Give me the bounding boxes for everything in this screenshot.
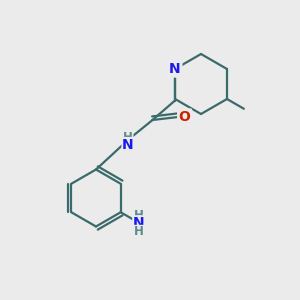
Text: O: O	[179, 110, 190, 124]
Text: H: H	[134, 225, 144, 239]
Text: N: N	[169, 62, 181, 76]
Text: N: N	[122, 138, 134, 152]
Text: H: H	[123, 130, 133, 144]
Text: N: N	[133, 216, 145, 230]
Text: H: H	[134, 208, 144, 222]
